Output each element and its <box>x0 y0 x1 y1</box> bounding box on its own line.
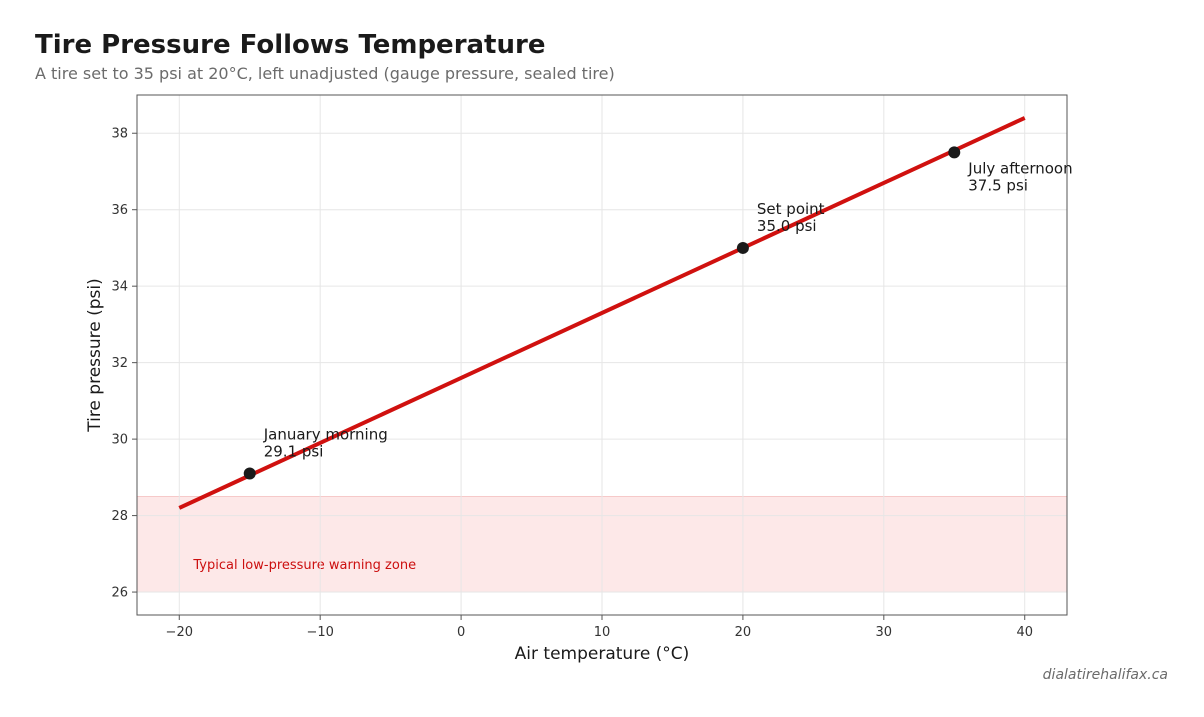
pressure-line <box>178 116 1026 510</box>
data-point <box>948 146 961 159</box>
x-tick-label: 30 <box>876 625 893 640</box>
point-annotation-value: 29.1 psi <box>264 443 324 461</box>
y-tick-label: 26 <box>111 586 128 601</box>
x-axis-ticks: −20 −10 0 10 20 30 40 <box>166 615 1033 640</box>
y-tick-label: 28 <box>111 509 128 524</box>
x-tick-label: −10 <box>306 625 333 640</box>
x-tick-label: 40 <box>1016 625 1033 640</box>
y-tick-label: 34 <box>111 280 128 295</box>
y-axis-label: Tire pressure (psi) <box>85 278 105 433</box>
point-annotation-label: Set point <box>757 200 825 218</box>
data-point <box>736 241 749 254</box>
y-tick-label: 36 <box>111 203 128 218</box>
x-tick-label: 0 <box>457 625 465 640</box>
x-tick-label: 20 <box>735 625 752 640</box>
point-annotation-label: January morning <box>263 426 388 444</box>
point-annotation-value: 37.5 psi <box>968 176 1028 194</box>
grid-layer <box>137 95 1067 615</box>
point-annotation-value: 35.0 psi <box>757 217 817 235</box>
y-axis-ticks: 26 28 30 32 34 36 38 <box>111 127 137 601</box>
chart-title: Tire Pressure Follows Temperature <box>35 30 546 60</box>
warning-zone-label: Typical low-pressure warning zone <box>192 558 416 573</box>
y-tick-label: 32 <box>111 356 128 371</box>
x-axis-label: Air temperature (°C) <box>515 644 690 664</box>
x-tick-label: −20 <box>166 625 193 640</box>
y-tick-label: 38 <box>111 127 128 142</box>
point-annotation-label: July afternoon <box>967 159 1072 177</box>
source-watermark: dialatirehalifax.ca <box>1042 667 1168 683</box>
series-layer <box>178 116 1026 510</box>
y-tick-label: 30 <box>111 433 128 448</box>
data-point <box>243 467 256 480</box>
x-tick-label: 10 <box>594 625 611 640</box>
chart-subtitle: A tire set to 35 psi at 20°C, left unadj… <box>35 64 615 83</box>
